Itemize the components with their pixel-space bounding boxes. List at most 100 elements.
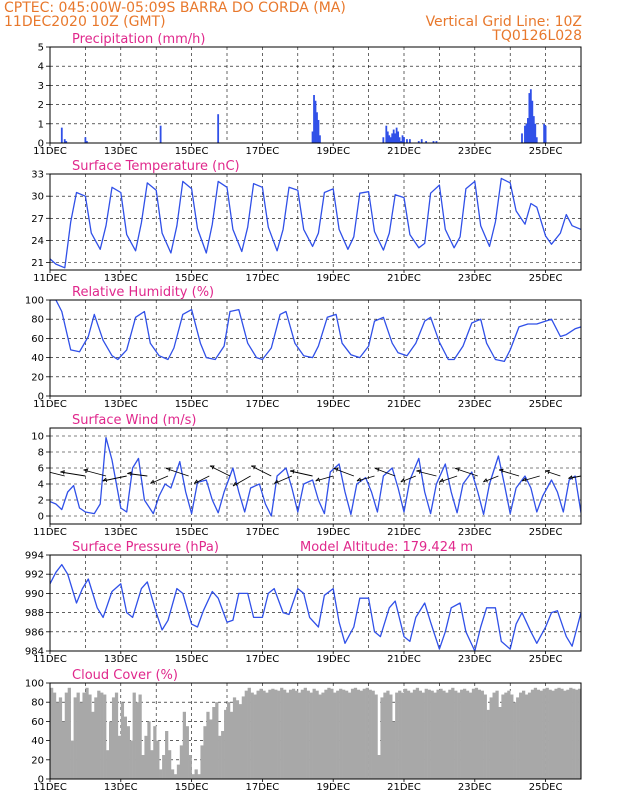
x-tick-label: 17DEC bbox=[246, 146, 280, 157]
x-tick-label: 13DEC bbox=[104, 273, 138, 284]
y-tick-label: 0 bbox=[38, 139, 44, 150]
panel-title: Relative Humidity (%) bbox=[72, 285, 214, 300]
cloud-bar bbox=[374, 694, 378, 779]
y-tick-label: 40 bbox=[31, 353, 44, 364]
precip-bar bbox=[313, 95, 315, 143]
precip-bar bbox=[389, 137, 392, 143]
x-tick-label: 13DEC bbox=[104, 782, 138, 793]
panel-title: Surface Wind (m/s) bbox=[72, 413, 196, 428]
x-tick-label: 15DEC bbox=[175, 654, 209, 665]
cloud-bar bbox=[359, 690, 363, 779]
cloud-bar bbox=[533, 687, 538, 779]
y-tick-label: 1 bbox=[38, 119, 44, 130]
cloud-bar bbox=[418, 690, 422, 779]
cloud-bar bbox=[557, 687, 561, 779]
cloud-bar bbox=[480, 690, 484, 779]
y-tick-label: 6 bbox=[38, 464, 44, 475]
cloud-bar bbox=[126, 726, 130, 779]
x-tick-label: 15DEC bbox=[175, 527, 209, 538]
precip-bar bbox=[534, 123, 537, 143]
y-tick-label: 986 bbox=[25, 627, 44, 638]
y-tick-label: 80 bbox=[31, 698, 44, 709]
wind-arrow-head bbox=[150, 479, 155, 484]
precip-bar bbox=[159, 125, 162, 143]
panel-annotation: Model Altitude: 179.424 m bbox=[300, 540, 473, 555]
cloud-bar bbox=[159, 769, 163, 779]
cloud-bar bbox=[554, 688, 558, 779]
y-tick-label: 60 bbox=[31, 334, 44, 345]
wind-arrow bbox=[315, 475, 334, 482]
wind-arrow-head bbox=[498, 468, 504, 473]
cloud-bar bbox=[312, 688, 316, 779]
x-tick-label: 17DEC bbox=[246, 527, 280, 538]
cloud-bar bbox=[262, 690, 266, 779]
cloud-bar bbox=[64, 692, 68, 779]
precip-bar bbox=[392, 129, 395, 143]
y-tick-label: 20 bbox=[31, 372, 44, 383]
cloud-bar bbox=[306, 690, 310, 779]
cloud-bar bbox=[575, 689, 579, 779]
cloud-bar bbox=[463, 688, 467, 779]
precip-bar bbox=[65, 141, 68, 143]
cloud-bar bbox=[448, 689, 452, 779]
cloud-bar bbox=[197, 774, 201, 779]
x-tick-label: 25DEC bbox=[529, 399, 563, 410]
cloud-bar bbox=[516, 697, 520, 779]
panel-frame bbox=[49, 682, 582, 780]
precip-bar bbox=[521, 133, 523, 143]
x-tick-label: 15DEC bbox=[175, 399, 209, 410]
y-tick-label: 990 bbox=[25, 589, 44, 600]
cloud-bar bbox=[303, 687, 307, 779]
cloud-bar bbox=[138, 694, 142, 779]
cloud-bar bbox=[203, 726, 207, 779]
x-tick-label: 21DEC bbox=[387, 654, 421, 665]
cloud-bar bbox=[123, 716, 127, 779]
x-tick-label: 15DEC bbox=[175, 146, 209, 157]
x-tick-label: 15DEC bbox=[175, 273, 209, 284]
cloud-bar bbox=[427, 689, 431, 779]
cloud-bar bbox=[421, 692, 425, 779]
x-tick-label: 21DEC bbox=[387, 527, 421, 538]
cloud-bar bbox=[94, 697, 98, 779]
wind-arrow bbox=[60, 471, 86, 477]
panel-5: 0 20 40 60 80 100 11DEC 13DEC 15DEC 17DEC 19DEC 21D… bbox=[25, 668, 582, 793]
x-tick-label: 13DEC bbox=[104, 654, 138, 665]
cloud-bar bbox=[76, 692, 80, 779]
y-tick-label: 21 bbox=[31, 258, 44, 269]
cloud-bar bbox=[156, 740, 160, 779]
cloud-bar bbox=[439, 688, 443, 779]
y-tick-label: 2 bbox=[38, 100, 44, 111]
cloud-bar bbox=[79, 702, 83, 779]
x-tick-label: 11DEC bbox=[33, 399, 67, 410]
x-tick-label: 17DEC bbox=[246, 273, 280, 284]
cloud-bar bbox=[283, 689, 287, 779]
cloud-bar bbox=[436, 689, 440, 779]
wind-arrow-head bbox=[83, 468, 89, 473]
cloud-bar bbox=[297, 692, 302, 779]
y-tick-label: 2 bbox=[38, 496, 44, 507]
x-tick-label: 17DEC bbox=[246, 654, 280, 665]
x-tick-label: 17DEC bbox=[246, 782, 280, 793]
precip-bar bbox=[535, 137, 538, 143]
wind-arrow bbox=[545, 470, 561, 477]
cloud-bar bbox=[235, 700, 240, 779]
x-tick-label: 19DEC bbox=[316, 527, 350, 538]
cloud-bar bbox=[168, 750, 172, 779]
model-id: TQ0126L028 bbox=[492, 28, 582, 44]
cloud-bar bbox=[327, 687, 331, 779]
cloud-bar bbox=[339, 688, 343, 779]
cloud-bar bbox=[365, 687, 369, 779]
y-tick-label: 0 bbox=[38, 512, 44, 523]
cloud-bar bbox=[460, 689, 464, 779]
x-tick-label: 25DEC bbox=[529, 527, 563, 538]
cloud-bar bbox=[200, 745, 204, 779]
x-tick-label: 19DEC bbox=[316, 273, 350, 284]
precip-bar bbox=[432, 141, 435, 143]
cloud-bar bbox=[471, 688, 476, 779]
y-tick-label: 27 bbox=[31, 214, 44, 225]
cloud-bar bbox=[318, 694, 322, 779]
cloud-bar bbox=[333, 692, 337, 779]
x-tick-label: 23DEC bbox=[458, 782, 492, 793]
cloud-bar bbox=[409, 692, 414, 779]
